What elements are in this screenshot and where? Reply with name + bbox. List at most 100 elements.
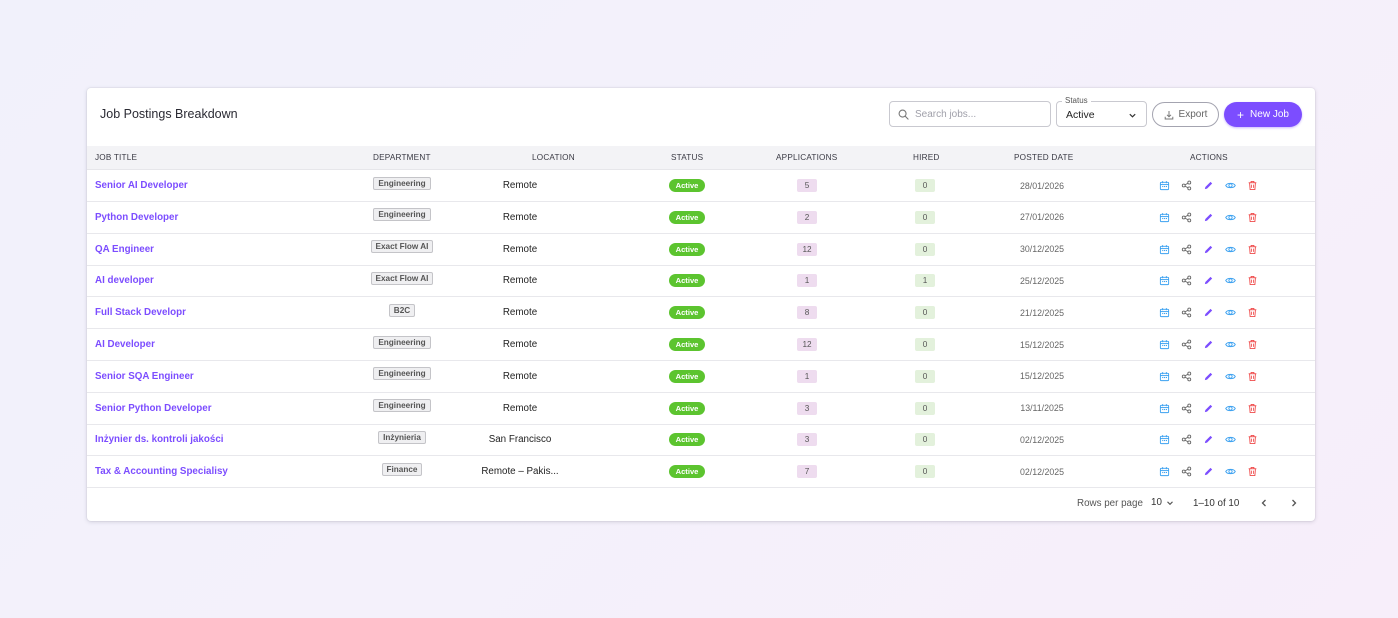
delete-button[interactable]: [1246, 434, 1258, 446]
export-button[interactable]: Export: [1152, 102, 1219, 127]
hired-count: 0: [915, 210, 935, 224]
view-button[interactable]: [1224, 339, 1236, 351]
share-button[interactable]: [1180, 339, 1192, 351]
share-button[interactable]: [1180, 275, 1192, 287]
new-job-button[interactable]: + New Job: [1224, 102, 1302, 127]
view-icon: [1224, 403, 1236, 414]
schedule-button[interactable]: [1158, 211, 1170, 223]
delete-button[interactable]: [1246, 307, 1258, 319]
column-header-status: STATUS: [671, 153, 704, 162]
job-title-link[interactable]: Inżynier ds. kontroli jakości: [95, 434, 224, 446]
schedule-button[interactable]: [1158, 180, 1170, 192]
delete-button[interactable]: [1246, 339, 1258, 351]
delete-button[interactable]: [1246, 243, 1258, 255]
view-button[interactable]: [1224, 402, 1236, 414]
status-cell: Active: [647, 297, 727, 328]
share-button[interactable]: [1180, 370, 1192, 382]
edit-button[interactable]: [1202, 466, 1214, 478]
posted-date: 21/12/2025: [1019, 307, 1065, 318]
search-input[interactable]: [915, 108, 1040, 120]
posted-date: 02/12/2025: [1019, 434, 1065, 445]
schedule-button[interactable]: [1158, 243, 1170, 255]
view-button[interactable]: [1224, 211, 1236, 223]
share-button[interactable]: [1180, 466, 1192, 478]
edit-button[interactable]: [1202, 307, 1214, 319]
rows-per-page-select[interactable]: 10: [1151, 497, 1174, 508]
row-actions: [1158, 361, 1258, 392]
share-button[interactable]: [1180, 180, 1192, 192]
edit-button[interactable]: [1202, 370, 1214, 382]
job-title-link[interactable]: AI developer: [95, 275, 154, 287]
job-title-link[interactable]: Tax & Accounting Specialisy: [95, 466, 228, 478]
schedule-button[interactable]: [1158, 434, 1170, 446]
pagination-range: 1–10 of 10: [1193, 498, 1240, 509]
department-cell: Engineering: [337, 361, 467, 392]
edit-button[interactable]: [1202, 402, 1214, 414]
status-filter-select[interactable]: Status Active: [1056, 96, 1147, 127]
edit-button[interactable]: [1202, 339, 1214, 351]
job-title-link[interactable]: QA Engineer: [95, 243, 154, 255]
delete-button[interactable]: [1246, 180, 1258, 192]
share-icon: [1181, 371, 1192, 382]
edit-button[interactable]: [1202, 243, 1214, 255]
applications-count: 12: [797, 338, 817, 351]
column-header-location: LOCATION: [532, 153, 575, 162]
share-button[interactable]: [1180, 243, 1192, 255]
delete-button[interactable]: [1246, 466, 1258, 478]
delete-button[interactable]: [1246, 370, 1258, 382]
department-cell: Exact Flow AI: [337, 265, 467, 296]
search-box[interactable]: [889, 101, 1051, 127]
calendar-icon: [1159, 212, 1170, 223]
job-title-link[interactable]: Full Stack Developr: [95, 307, 186, 319]
share-button[interactable]: [1180, 307, 1192, 319]
edit-button[interactable]: [1202, 211, 1214, 223]
job-title-link[interactable]: Senior AI Developer: [95, 180, 188, 191]
edit-button[interactable]: [1202, 180, 1214, 192]
edit-button[interactable]: [1202, 434, 1214, 446]
plus-icon: +: [1237, 107, 1245, 122]
share-button[interactable]: [1180, 434, 1192, 446]
job-title-link[interactable]: AI Developer: [95, 339, 155, 350]
schedule-button[interactable]: [1158, 370, 1170, 382]
view-button[interactable]: [1224, 434, 1236, 446]
hired-cell: 0: [885, 456, 965, 487]
schedule-button[interactable]: [1158, 275, 1170, 287]
schedule-button[interactable]: [1158, 339, 1170, 351]
edit-button[interactable]: [1202, 275, 1214, 287]
hired-cell: 0: [885, 202, 965, 233]
job-title-link[interactable]: Senior SQA Engineer: [95, 370, 194, 382]
department-chip: Exact Flow AI: [370, 271, 434, 285]
applications-cell: 5: [767, 170, 847, 201]
applications-cell: 7: [767, 456, 847, 487]
job-title-link[interactable]: Senior Python Developer: [95, 402, 212, 414]
previous-page-button[interactable]: [1258, 497, 1270, 509]
delete-button[interactable]: [1246, 211, 1258, 223]
job-title-link[interactable]: Python Developer: [95, 211, 179, 223]
applications-count: 5: [797, 179, 817, 192]
schedule-button[interactable]: [1158, 466, 1170, 478]
table-row: Inżynier ds. kontroli jakości Inżynieria…: [87, 424, 1315, 457]
view-button[interactable]: [1224, 180, 1236, 192]
calendar-icon: [1159, 275, 1170, 286]
posted-date: 13/11/2025: [1020, 403, 1064, 414]
table-header: JOB TITLE DEPARTMENT LOCATION STATUS APP…: [87, 146, 1315, 170]
view-button[interactable]: [1224, 275, 1236, 287]
applications-cell: 12: [767, 329, 847, 360]
status-badge: Active: [668, 369, 706, 383]
schedule-button[interactable]: [1158, 402, 1170, 414]
department-cell: Engineering: [337, 170, 467, 201]
next-page-button[interactable]: [1288, 497, 1300, 509]
row-actions: [1158, 329, 1258, 360]
view-button[interactable]: [1224, 370, 1236, 382]
share-button[interactable]: [1180, 402, 1192, 414]
view-button[interactable]: [1224, 243, 1236, 255]
view-button[interactable]: [1224, 466, 1236, 478]
status-filter-legend: Status: [1062, 96, 1091, 105]
delete-button[interactable]: [1246, 402, 1258, 414]
schedule-button[interactable]: [1158, 307, 1170, 319]
view-button[interactable]: [1224, 307, 1236, 319]
delete-button[interactable]: [1246, 275, 1258, 287]
status-badge: Active: [668, 338, 706, 351]
share-button[interactable]: [1180, 211, 1192, 223]
delete-icon: [1247, 339, 1258, 350]
